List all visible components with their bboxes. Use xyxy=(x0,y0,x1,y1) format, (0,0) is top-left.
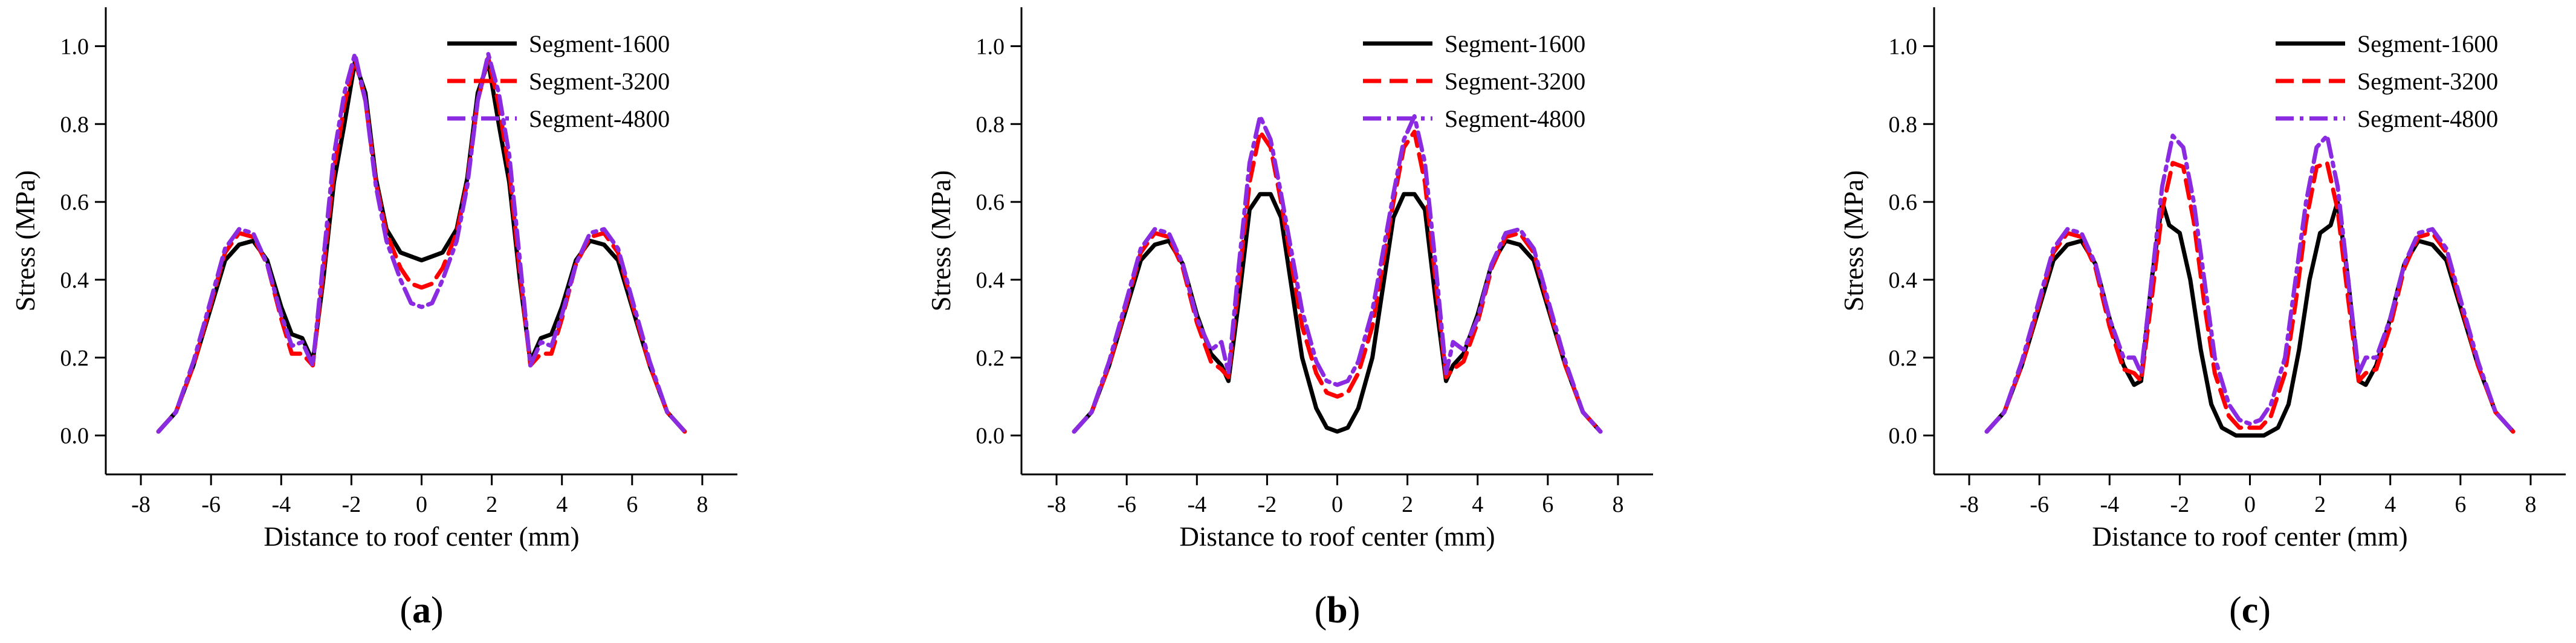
legend-label-2: Segment-3200 xyxy=(1445,68,1585,95)
legend-label-1: Segment-1600 xyxy=(529,30,670,57)
x-tick-label: -2 xyxy=(1258,492,1277,517)
chart-panel-1: -8 -6 -4 -2 0 2 4 6 8 0.0 0.2 0.4 0.6 0.8 1.0 Distance … xyxy=(10,7,737,631)
chart-panel-3: -8 -6 -4 -2 0 2 4 6 8 0.0 0.2 0.4 0.6 0.8 1.0 Distance … xyxy=(1839,7,2566,631)
x-tick-label: 0 xyxy=(2244,492,2256,517)
x-tick-label: 8 xyxy=(696,492,708,517)
x-tick-label: -8 xyxy=(131,492,150,517)
y-axis-label: Stress (MPa) xyxy=(1839,170,1869,312)
x-tick-label: -8 xyxy=(1047,492,1066,517)
y-tick-label: 1.0 xyxy=(60,34,89,59)
x-tick-label: -2 xyxy=(2170,492,2190,517)
chart-panel-2: -8 -6 -4 -2 0 2 4 6 8 0.0 0.2 0.4 0.6 0.8 1.0 Distance … xyxy=(926,7,1653,631)
legend-label-3: Segment-4800 xyxy=(2357,105,2498,132)
legend-label-2: Segment-3200 xyxy=(2357,68,2498,95)
legend-label-1: Segment-1600 xyxy=(1445,30,1585,57)
y-tick-label: 0.0 xyxy=(60,424,89,449)
y-tick-label: 1.0 xyxy=(1889,34,1918,59)
x-tick-label: -6 xyxy=(2030,492,2049,517)
series-line-2 xyxy=(156,56,687,434)
x-tick-label: 0 xyxy=(1332,492,1343,517)
y-tick-label: 0.6 xyxy=(60,190,89,215)
y-tick-label: 0.0 xyxy=(1889,424,1918,449)
x-tick-label: 6 xyxy=(626,492,638,517)
x-tick-label: 6 xyxy=(1542,492,1553,517)
y-tick-label: 0.8 xyxy=(60,112,89,137)
x-tick-label: 8 xyxy=(2525,492,2536,517)
y-tick-label: 0.6 xyxy=(1889,190,1918,215)
panel-label: (a) xyxy=(400,590,443,631)
y-tick-label: 1.0 xyxy=(976,34,1005,59)
x-tick-label: 4 xyxy=(2384,492,2396,517)
x-axis-label: Distance to roof center (mm) xyxy=(1179,522,1495,552)
x-tick-label: -4 xyxy=(2100,492,2119,517)
y-tick-label: 0.6 xyxy=(976,190,1005,215)
series-line-2 xyxy=(1984,161,2516,434)
legend-label-2: Segment-3200 xyxy=(529,68,670,95)
x-tick-label: -2 xyxy=(342,492,361,517)
y-tick-label: 0.8 xyxy=(1889,112,1918,137)
y-axis-label: Stress (MPa) xyxy=(926,170,956,312)
x-tick-label: 2 xyxy=(2314,492,2326,517)
x-tick-label: 8 xyxy=(1612,492,1623,517)
x-tick-label: 4 xyxy=(556,492,568,517)
panel-label: (c) xyxy=(2229,590,2271,631)
y-tick-label: 0.8 xyxy=(976,112,1005,137)
y-tick-label: 0.0 xyxy=(976,424,1005,449)
series-line-3 xyxy=(156,51,687,434)
legend-label-1: Segment-1600 xyxy=(2357,30,2498,57)
y-tick-label: 0.2 xyxy=(1889,346,1918,371)
legend-label-3: Segment-4800 xyxy=(529,105,670,132)
x-tick-label: 0 xyxy=(416,492,427,517)
x-tick-label: 6 xyxy=(2455,492,2466,517)
x-tick-label: -6 xyxy=(201,492,221,517)
x-tick-label: 2 xyxy=(486,492,497,517)
series-line-3 xyxy=(1984,134,2516,434)
y-tick-label: 0.2 xyxy=(976,346,1005,371)
x-tick-label: -6 xyxy=(1117,492,1136,517)
x-axis-label: Distance to roof center (mm) xyxy=(264,522,579,552)
legend-label-3: Segment-4800 xyxy=(1445,105,1585,132)
y-axis-label: Stress (MPa) xyxy=(10,170,40,312)
panel-label: (b) xyxy=(1315,590,1361,631)
y-tick-label: 0.4 xyxy=(976,268,1005,293)
y-tick-label: 0.4 xyxy=(1889,268,1918,293)
y-tick-label: 0.2 xyxy=(60,346,89,371)
x-tick-label: -4 xyxy=(271,492,291,517)
x-tick-label: -4 xyxy=(1187,492,1206,517)
x-tick-label: 4 xyxy=(1472,492,1483,517)
x-tick-label: -8 xyxy=(1960,492,1979,517)
x-tick-label: 2 xyxy=(1402,492,1413,517)
y-tick-label: 0.4 xyxy=(60,268,89,293)
series-line-3 xyxy=(1072,114,1603,434)
x-axis-label: Distance to roof center (mm) xyxy=(2092,522,2407,552)
